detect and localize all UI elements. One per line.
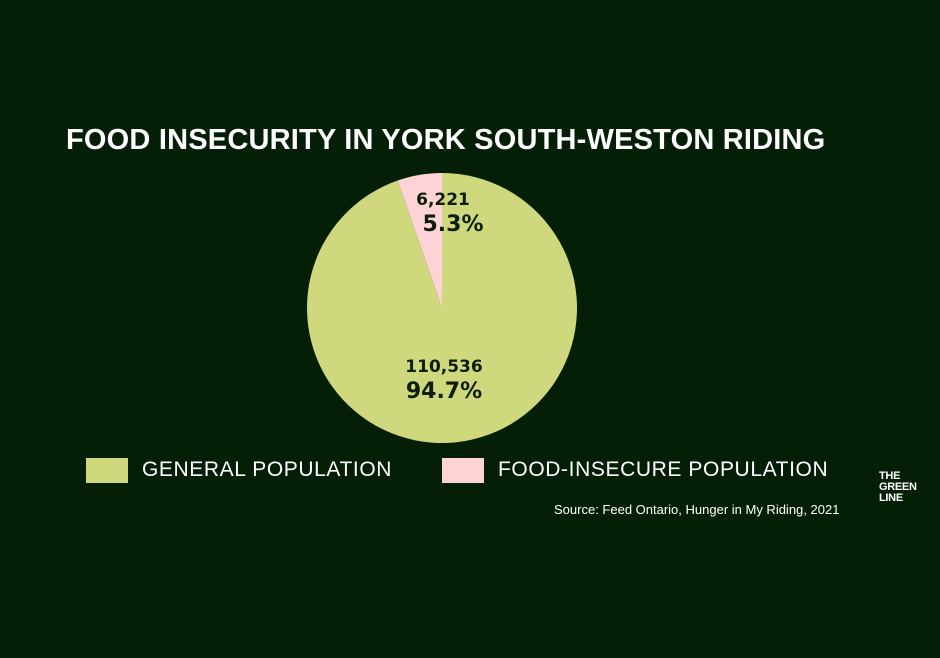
the-green-line-logo: THE GREEN LINE (879, 471, 917, 504)
slice-value-general: 110,536 (405, 357, 482, 377)
logo-line: LINE (879, 492, 903, 504)
legend-swatch-food-insecure (442, 457, 484, 483)
legend-swatch-general (86, 457, 128, 483)
chart-title: FOOD INSECURITY IN YORK SOUTH-WESTON RID… (66, 124, 826, 156)
pie-slice-general-population (306, 173, 577, 444)
slice-percent-general: 94.7% (406, 379, 482, 404)
legend-label-general: GENERAL POPULATION (142, 458, 393, 481)
legend-item-general-population: GENERAL POPULATION (86, 457, 392, 483)
slice-value-food-insecure: 6,221 (416, 190, 470, 210)
logo-line: GREEN (879, 481, 917, 493)
legend-label-food-insecure: FOOD-INSECURE POPULATION (498, 458, 829, 481)
logo-line: THE (879, 470, 901, 482)
legend-item-food-insecure-population: FOOD-INSECURE POPULATION (442, 457, 828, 483)
source-note: Source: Feed Ontario, Hunger in My Ridin… (554, 502, 840, 517)
slice-percent-food-insecure: 5.3% (422, 212, 483, 237)
pie-slice-food-insecure-population (397, 173, 442, 308)
